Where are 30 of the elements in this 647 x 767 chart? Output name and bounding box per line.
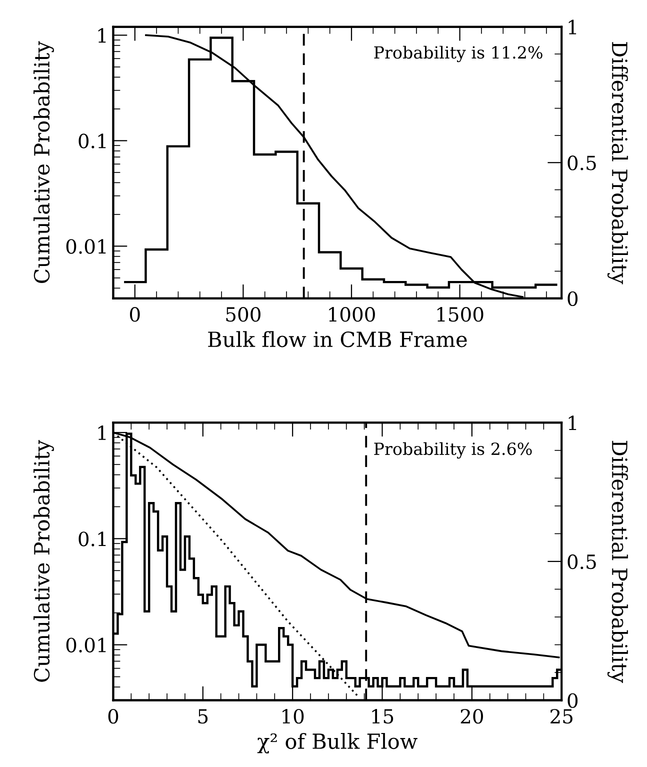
y2-axis-title: Differential Probability	[607, 440, 628, 684]
x-tick-label: 0	[108, 708, 118, 724]
y2-axis-title: Differential Probability	[607, 42, 628, 284]
x-tick-label: 1500	[437, 307, 484, 322]
x-tick-label: 1000	[329, 307, 375, 322]
y-tick-label: 0.1	[78, 532, 106, 546]
y-axis-title: Cumulative Probability	[34, 41, 54, 283]
y2-tick-label: 0	[568, 693, 578, 708]
x-axis-title: χ² of Bulk Flow	[257, 732, 418, 754]
y-tick-label: 1	[98, 28, 106, 43]
y2-tick-label: 1	[568, 20, 576, 34]
x-axis-title: Bulk flow in CMB Frame	[208, 331, 467, 348]
y2-tick-label: 1	[568, 416, 576, 430]
x-tick-label: 500	[226, 307, 260, 322]
y-axis-title: Cumulative Probability	[34, 440, 54, 682]
x-tick-label: 10	[282, 708, 304, 724]
y2-tick-label: 0.5	[568, 156, 596, 170]
y-tick-label: 0.01	[66, 638, 106, 652]
annotation: Probability is 2.6%	[374, 442, 532, 459]
annotation: Probability is 11.2%	[374, 46, 542, 62]
y-tick-label: 0.01	[66, 239, 106, 254]
x-tick-label: 25	[550, 708, 572, 724]
y2-tick-label: 0	[568, 291, 578, 306]
x-tick-label: 0	[130, 307, 140, 322]
y2-tick-label: 0.5	[568, 554, 596, 570]
y-tick-label: 0.1	[78, 134, 106, 148]
y-tick-label: 1	[98, 425, 106, 440]
x-tick-label: 20	[460, 708, 483, 724]
x-tick-label: 15	[372, 708, 394, 724]
x-tick-label: 5	[198, 709, 208, 724]
